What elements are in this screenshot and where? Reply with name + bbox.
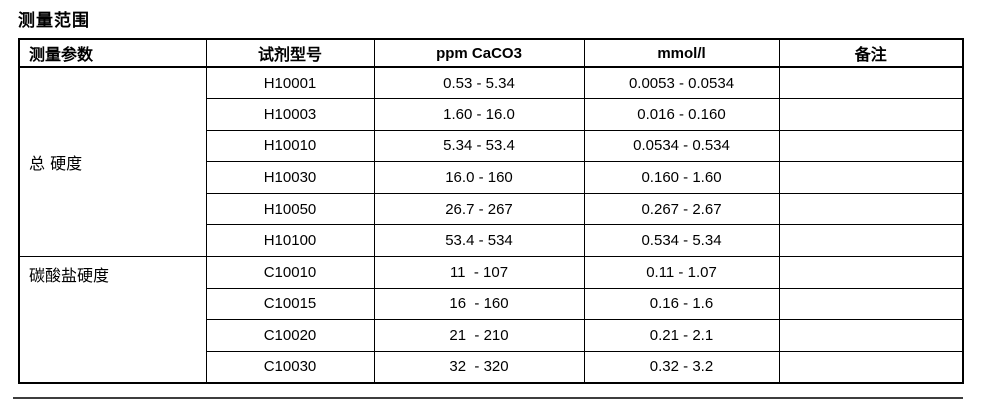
- ppm-range-cell: 16.0 - 160: [373, 161, 585, 194]
- page-title: 测量范围: [18, 11, 90, 31]
- measurement-range-table: 测量参数 试剂型号 ppm CaCO3 mmol/l 备注 总 硬度 H1000…: [18, 38, 964, 384]
- ppm-range-cell: 26.7 - 267: [373, 192, 585, 226]
- reagent-model-cell: H10003: [205, 98, 375, 131]
- note-cell: [778, 350, 964, 384]
- column-header-mmol-l: mmol/l: [583, 38, 780, 68]
- reagent-model-cell: C10030: [205, 350, 375, 384]
- ppm-range-cell: 11 - 107: [373, 256, 585, 289]
- mmol-range-cell: 0.16 - 1.6: [583, 287, 780, 321]
- mmol-range-cell: 0.21 - 2.1: [583, 319, 780, 352]
- table-header-row: 测量参数 试剂型号 ppm CaCO3 mmol/l 备注: [18, 38, 964, 68]
- page-bottom-rule: [13, 397, 963, 399]
- ppm-range-cell: 0.53 - 5.34: [373, 66, 585, 100]
- mmol-range-cell: 0.534 - 5.34: [583, 224, 780, 258]
- mmol-range-cell: 0.267 - 2.67: [583, 192, 780, 226]
- note-cell: [778, 98, 964, 131]
- column-header-ppm-caco3: ppm CaCO3: [373, 38, 585, 68]
- column-header-remarks: 备注: [778, 38, 964, 68]
- note-cell: [778, 192, 964, 226]
- table-row: 碳酸盐硬度 C10010 11 - 107 0.11 - 1.07: [18, 256, 964, 384]
- column-header-reagent-model: 试剂型号: [205, 38, 375, 68]
- note-cell: [778, 66, 964, 100]
- ppm-range-cell: 32 - 320: [373, 350, 585, 384]
- note-cell: [778, 224, 964, 258]
- table-row: C10020 21 - 210 0.21 - 2.1: [19, 319, 964, 352]
- ppm-range-cell: 53.4 - 534: [373, 224, 585, 258]
- note-cell: [778, 161, 964, 194]
- table-row: H10100 53.4 - 534 0.534 - 5.34: [19, 224, 964, 258]
- parameter-cell-carbonate-hardness: 碳酸盐硬度: [18, 256, 207, 384]
- ppm-range-cell: 21 - 210: [373, 319, 585, 352]
- reagent-model-cell: H10010: [205, 129, 375, 163]
- mmol-range-cell: 0.11 - 1.07: [583, 256, 780, 289]
- reagent-model-cell: C10020: [205, 319, 375, 352]
- reagent-model-cell: H10050: [205, 192, 375, 226]
- table-row: H10010 5.34 - 53.4 0.0534 - 0.534: [19, 129, 964, 163]
- mmol-range-cell: 0.32 - 3.2: [583, 350, 780, 384]
- mmol-range-cell: 0.016 - 0.160: [583, 98, 780, 131]
- note-cell: [778, 256, 964, 289]
- parameter-cell-total-hardness: 总 硬度: [18, 66, 207, 258]
- note-cell: [778, 129, 964, 163]
- reagent-model-cell: H10100: [205, 224, 375, 258]
- mmol-range-cell: 0.0053 - 0.0534: [583, 66, 780, 100]
- reagent-model-cell: C10010: [205, 256, 375, 289]
- reagent-model-cell: C10015: [205, 287, 375, 321]
- ppm-range-cell: 1.60 - 16.0: [373, 98, 585, 131]
- ppm-range-cell: 16 - 160: [373, 287, 585, 321]
- column-header-parameter: 测量参数: [18, 38, 207, 68]
- reagent-model-cell: H10030: [205, 161, 375, 194]
- note-cell: [778, 287, 964, 321]
- table-row: H10030 16.0 - 160 0.160 - 1.60: [19, 161, 964, 194]
- mmol-range-cell: 0.160 - 1.60: [583, 161, 780, 194]
- ppm-range-cell: 5.34 - 53.4: [373, 129, 585, 163]
- table-row: H10050 26.7 - 267 0.267 - 2.67: [19, 192, 964, 226]
- table-row: 总 硬度 H10001 0.53 - 5.34 0.0053 - 0.0534: [18, 66, 964, 258]
- table-row: C10030 32 - 320 0.32 - 3.2: [19, 350, 964, 384]
- mmol-range-cell: 0.0534 - 0.534: [583, 129, 780, 163]
- note-cell: [778, 319, 964, 352]
- reagent-model-cell: H10001: [205, 66, 375, 100]
